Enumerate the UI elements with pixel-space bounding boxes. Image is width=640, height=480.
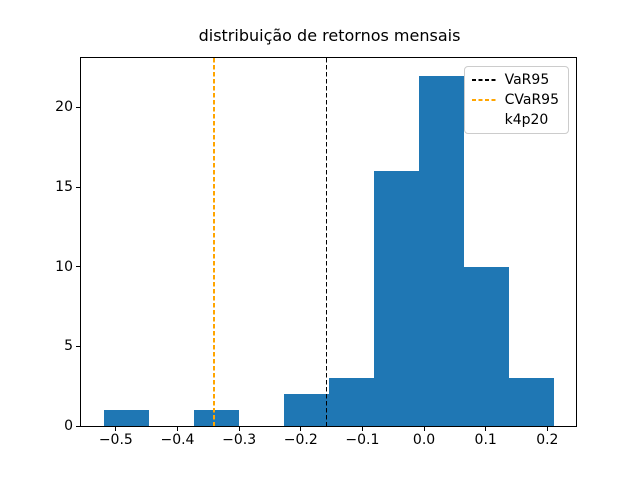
histogram-bar — [463, 266, 509, 426]
x-tick-label: −0.5 — [98, 432, 133, 448]
histogram-bar — [373, 171, 419, 426]
y-tick-label: 0 — [64, 418, 73, 434]
x-tick-label: −0.2 — [283, 432, 318, 448]
y-tick-mark — [76, 425, 80, 427]
y-tick-label: 10 — [55, 258, 73, 275]
x-tick-mark — [115, 427, 117, 431]
y-tick-mark — [76, 345, 80, 347]
x-tick-label: −0.1 — [345, 432, 380, 448]
histogram-bar — [418, 75, 464, 426]
x-tick-label: 0.2 — [536, 432, 559, 448]
histogram-bar — [103, 410, 149, 426]
legend: VaR95 CVaR95 k4p20 — [463, 66, 569, 134]
chart-title: distribuição de retornos mensais — [198, 26, 461, 45]
legend-item-var95: VaR95 — [471, 70, 559, 90]
x-tick-mark — [176, 427, 178, 431]
x-tick-mark — [546, 427, 548, 431]
y-tick-label: 5 — [64, 338, 73, 355]
y-tick-mark — [76, 106, 80, 108]
y-tick-label: 20 — [55, 99, 73, 116]
legend-line-sample — [471, 79, 497, 81]
legend-item-k4p20: k4p20 — [472, 110, 559, 130]
plot-area: VaR95 CVaR95 k4p20 — [80, 57, 577, 427]
histogram-bar — [193, 410, 239, 426]
x-tick-mark — [485, 427, 487, 431]
x-tick-label: 0.0 — [412, 432, 436, 448]
legend-label: VaR95 — [504, 72, 550, 88]
cvar95-line — [213, 58, 215, 426]
x-tick-label: −0.4 — [160, 432, 195, 448]
x-tick-mark — [423, 427, 425, 431]
legend-line-sample — [471, 99, 497, 101]
histogram-bar — [508, 378, 554, 426]
legend-label: k4p20 — [504, 112, 549, 128]
y-tick-mark — [76, 266, 80, 268]
var95-line — [325, 58, 328, 426]
x-tick-label: −0.3 — [222, 432, 257, 448]
x-tick-mark — [238, 427, 240, 431]
y-tick-label: 15 — [55, 179, 73, 196]
x-tick-label: 0.1 — [474, 432, 497, 448]
histogram-bar — [283, 394, 329, 426]
x-tick-mark — [300, 427, 302, 431]
histogram-bar — [328, 378, 374, 426]
y-tick-mark — [76, 186, 80, 188]
legend-label: CVaR95 — [504, 92, 559, 108]
x-tick-mark — [361, 427, 363, 431]
legend-item-cvar95: CVaR95 — [471, 90, 559, 110]
